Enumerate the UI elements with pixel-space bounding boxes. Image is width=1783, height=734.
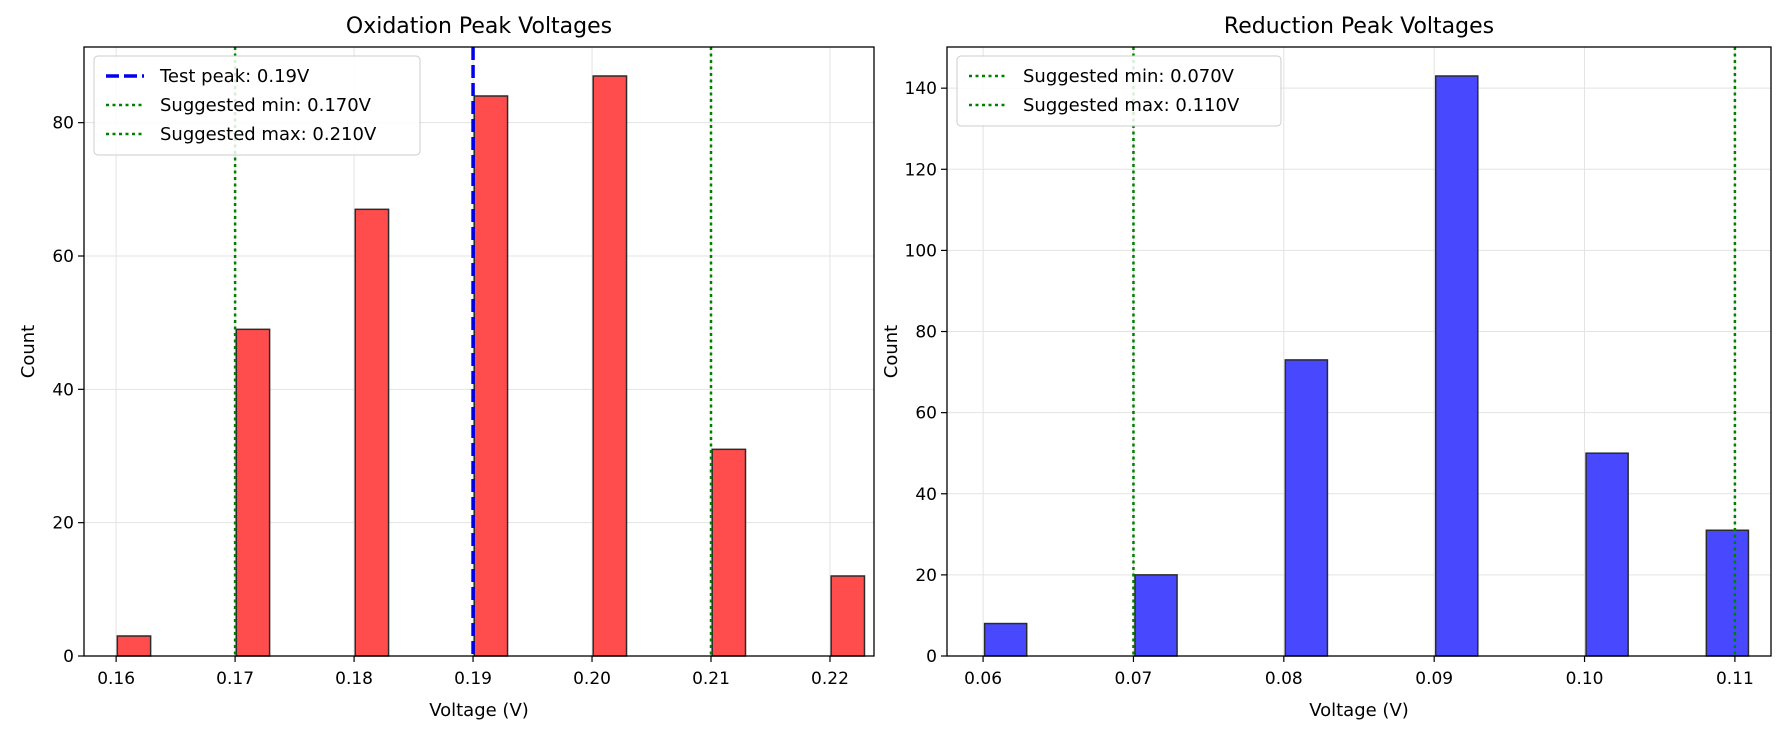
chart-2-bar-1 (983, 622, 1028, 657)
chart-2-bar-2 (1134, 574, 1178, 657)
chart-2-x-axis-label: Voltage (V) (1309, 700, 1409, 721)
chart-2-axes-frame (946, 46, 1772, 657)
chart-1-legend-label-2: Suggested min: 0.170V (160, 95, 372, 116)
chart-1-y-tick-label: 80 (52, 114, 74, 134)
chart-1-x-tick-label: 0.22 (811, 669, 849, 689)
chart-1-bar-7 (830, 575, 866, 657)
chart-2-x-tick-label: 0.10 (1566, 669, 1604, 689)
chart-2-y-axis-label: Count (881, 325, 902, 378)
chart-1-x-tick-label: 0.19 (454, 669, 492, 689)
chart-2-y-tick-label: 0 (926, 647, 937, 667)
chart-1-bar-3 (354, 208, 390, 657)
chart-1-bar-5 (592, 75, 628, 657)
chart-1-bar-2 (235, 328, 271, 657)
chart-2: 0.06 0.07 0.08 0.09 0.10 0.11 0 20 40 60 80 100 120 1… (881, 14, 1772, 721)
chart-1-y-tick-label: 60 (52, 247, 74, 267)
chart-1-legend: Test peak: 0.19V Suggested min: 0.170V Sug… (93, 55, 421, 156)
chart-2-x-tick-label: 0.06 (964, 669, 1002, 689)
chart-1-legend-label-1: Test peak: 0.19V (159, 66, 310, 87)
chart-1-x-tick-label: 0.20 (573, 669, 611, 689)
chart-1-x-tick-label: 0.18 (335, 669, 373, 689)
chart-2-x-tick-label: 0.08 (1265, 669, 1303, 689)
chart-1-y-axis-label: Count (18, 325, 39, 378)
chart-1-title: Oxidation Peak Voltages (346, 14, 612, 39)
chart-1-x-tick-label: 0.21 (692, 669, 730, 689)
chart-1-x-tick-label: 0.17 (216, 669, 254, 689)
chart-2-x-tick-label: 0.09 (1415, 669, 1453, 689)
chart-2-y-tick-label: 40 (915, 485, 937, 505)
chart-1-bar-4 (473, 95, 509, 657)
chart-1-bar-1 (116, 635, 152, 657)
chart-1-y-tick-label: 20 (52, 514, 74, 534)
chart-2-y-tick-label: 100 (905, 241, 937, 261)
chart-2-y-tick-label: 20 (915, 566, 937, 586)
chart-1-legend-box (93, 55, 421, 156)
chart-2-y-tick-label: 140 (905, 79, 937, 99)
chart-1-legend-label-3: Suggested max: 0.210V (160, 124, 377, 145)
chart-1-x-tick-label: 0.16 (97, 669, 135, 689)
chart-1-x-axis-label: Voltage (V) (429, 700, 529, 721)
chart-2-bar-5 (1585, 452, 1629, 657)
chart-2-legend-box (956, 55, 1282, 127)
chart-2-legend-label-2: Suggested max: 0.110V (1023, 95, 1240, 116)
chart-2-title: Reduction Peak Voltages (1224, 14, 1494, 39)
chart-1-bar-6 (711, 448, 747, 657)
chart-2-bar-4 (1434, 75, 1479, 657)
chart-2-x-tick-label: 0.11 (1716, 669, 1754, 689)
chart-1: 0.16 0.17 0.18 0.19 0.20 0.21 0.22 0 20 40 60 80 Oxi… (18, 14, 875, 721)
chart-1-axes-frame (83, 46, 875, 657)
chart-2-legend: Suggested min: 0.070V Suggested max: 0.11… (956, 55, 1282, 127)
chart-1-y-tick-label: 0 (63, 647, 74, 667)
chart-2-bar-6 (1705, 529, 1750, 657)
chart-2-y-tick-label: 60 (915, 404, 937, 424)
chart-2-x-tick-label: 0.07 (1115, 669, 1153, 689)
chart-2-y-tick-label: 80 (915, 323, 937, 343)
chart-2-bar-3 (1284, 359, 1329, 657)
chart-2-legend-label-1: Suggested min: 0.070V (1023, 66, 1235, 87)
chart-2-y-tick-label: 120 (905, 160, 937, 180)
chart-1-y-tick-label: 40 (52, 380, 74, 400)
